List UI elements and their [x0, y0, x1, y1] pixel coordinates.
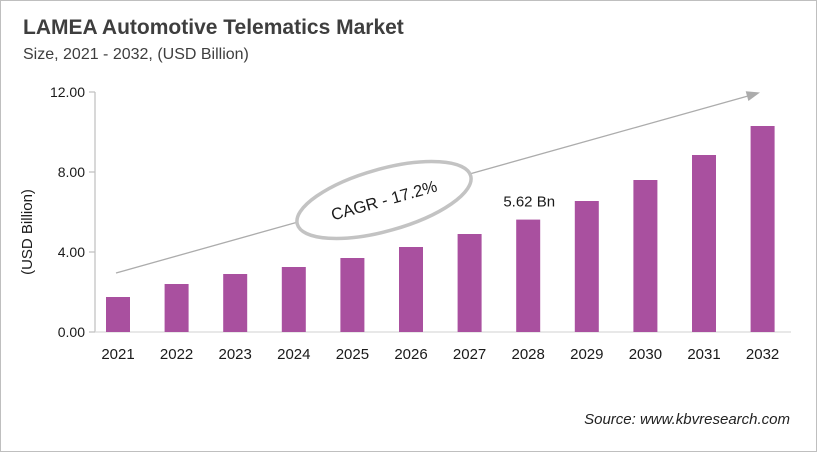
bar-2026	[399, 247, 423, 332]
bar-2032	[750, 126, 775, 332]
cagr-ellipse	[295, 159, 473, 241]
value-callout: 5.62 Bn	[503, 194, 555, 211]
bar-2029	[574, 201, 599, 332]
bar-2023	[223, 274, 248, 332]
bars-group	[106, 126, 775, 332]
bar-2030	[633, 180, 658, 332]
y-tick-label: 8.00	[58, 164, 85, 180]
bar-2031	[692, 155, 716, 332]
x-label-2032: 2032	[746, 346, 779, 363]
cagr-badge: CAGR - 17.2%	[295, 159, 473, 241]
bar-2021	[106, 297, 130, 332]
y-tick-label: 0.00	[58, 324, 85, 340]
source-attribution: Source: www.kbvresearch.com	[584, 411, 790, 428]
chart-subtitle: Size, 2021 - 2032, (USD Billion)	[23, 46, 249, 63]
x-label-2027: 2027	[453, 346, 486, 363]
y-tick-label: 12.00	[50, 84, 85, 100]
y-axis: 0.00 4.00 8.00 12.00	[50, 84, 96, 340]
x-label-2025: 2025	[336, 346, 369, 363]
bar-2027	[457, 234, 482, 332]
x-label-2023: 2023	[219, 346, 252, 363]
x-label-2028: 2028	[512, 346, 545, 363]
x-label-2026: 2026	[394, 346, 427, 363]
y-axis-title: (USD Billion)	[19, 189, 36, 275]
x-label-2024: 2024	[277, 346, 310, 363]
x-label-2030: 2030	[629, 346, 662, 363]
bar-2022	[164, 284, 189, 332]
y-tick-label: 4.00	[58, 244, 85, 260]
bar-2024	[281, 267, 306, 332]
bar-2025	[340, 258, 365, 332]
x-axis-labels: 2021 2022 2023 2024 2025 2026 2027 2028 2029 2030…	[101, 346, 779, 363]
x-label-2021: 2021	[101, 346, 134, 363]
bar-2028	[516, 219, 541, 332]
x-label-2031: 2031	[687, 346, 720, 363]
trend-arrowhead-icon	[745, 91, 760, 101]
x-label-2029: 2029	[570, 346, 603, 363]
chart-title: LAMEA Automotive Telematics Market	[23, 16, 404, 39]
x-label-2022: 2022	[160, 346, 193, 363]
